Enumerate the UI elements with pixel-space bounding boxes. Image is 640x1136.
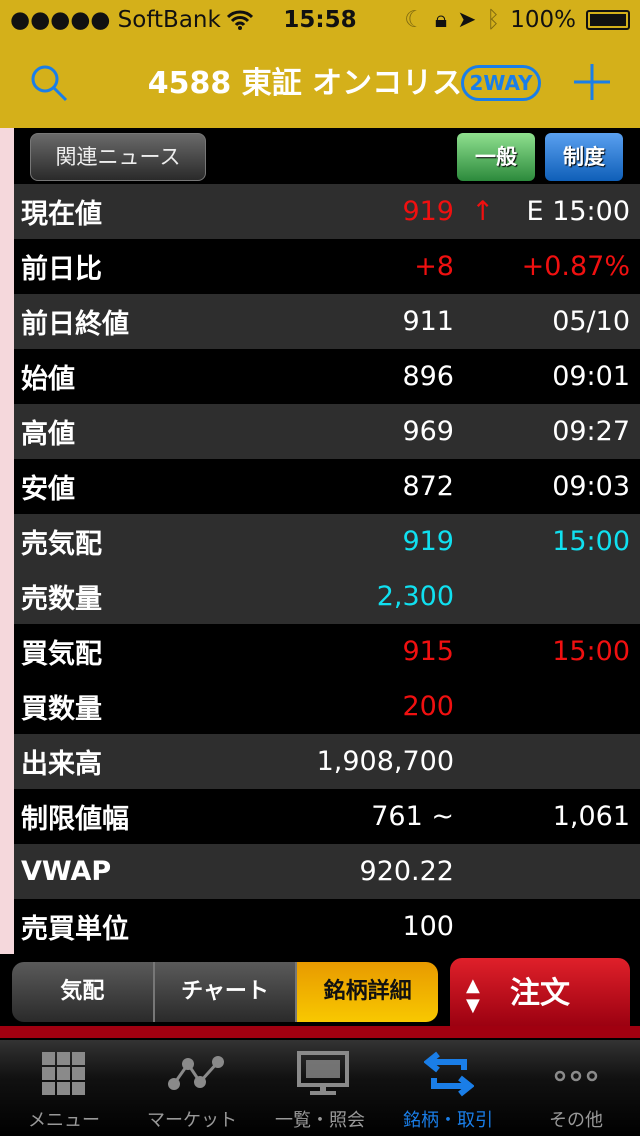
- table-row: 始値 896 09:01: [14, 349, 640, 404]
- row-time: 1,061: [552, 801, 630, 832]
- row-label: 売買単位: [21, 914, 129, 945]
- segment-chart[interactable]: チャート: [154, 962, 298, 1022]
- table-row: 安値 872 09:03: [14, 459, 640, 514]
- table-row: 現在値 919 ↑ E 15:00: [14, 184, 640, 239]
- table-row: 高値 969 09:27: [14, 404, 640, 459]
- row-time: 05/10: [552, 306, 630, 337]
- up-down-icon: ▲ ▼: [466, 975, 480, 1016]
- row-label: 買気配: [21, 639, 102, 670]
- tab-label: 銘柄・取引: [403, 1110, 493, 1131]
- tab-bar: メニュー マーケット 一覧・照会 銘柄・取引 その他: [0, 1040, 640, 1136]
- moon-icon: ☾: [404, 7, 425, 33]
- table-row: 買気配 915 15:00: [14, 624, 640, 679]
- battery-icon: [586, 10, 630, 30]
- table-row: 出来高 1,908,700: [14, 734, 640, 789]
- row-label: 売気配: [21, 529, 102, 560]
- table-row: 前日比 +8 +0.87%: [14, 239, 640, 294]
- tab-label: マーケット: [147, 1110, 237, 1131]
- table-row: 買数量 200: [14, 679, 640, 734]
- row-value: 896: [402, 361, 454, 392]
- tab-label: その他: [549, 1110, 603, 1131]
- table-row: 売買単位 100: [14, 899, 640, 954]
- up-arrow-icon: ↑: [471, 196, 494, 227]
- row-time: 09:27: [552, 416, 630, 447]
- quote-table: 現在値 919 ↑ E 15:00 前日比 +8 +0.87% 前日終値 911 0…: [14, 184, 640, 954]
- nav-bar: 4588 東証 オンコリス 2WAY: [0, 40, 640, 128]
- row-value: +8: [414, 251, 454, 282]
- grid-icon: [42, 1052, 85, 1095]
- row-label: 買数量: [21, 694, 102, 725]
- tab-list[interactable]: 一覧・照会: [256, 1040, 384, 1136]
- table-row: 前日終値 911 05/10: [14, 294, 640, 349]
- margin-button[interactable]: 制度: [545, 133, 623, 181]
- toolbar: 関連ニュース 一般 制度: [14, 128, 640, 184]
- row-label: 売数量: [21, 584, 102, 615]
- wifi-icon: [226, 10, 253, 30]
- row-value: 1,908,700: [316, 746, 454, 777]
- swap-icon: [424, 1051, 474, 1097]
- 2way-button[interactable]: 2WAY: [461, 65, 541, 101]
- row-label: 出来高: [21, 749, 102, 780]
- more-icon: [554, 1070, 598, 1082]
- row-time: +0.87%: [521, 251, 630, 282]
- order-button[interactable]: ▲ ▼ 注文: [450, 958, 630, 1028]
- segment-details[interactable]: 銘柄詳細: [297, 962, 438, 1022]
- table-row: 売気配 919 15:00: [14, 514, 640, 569]
- battery-percent: 100%: [510, 7, 576, 33]
- page-title: 4588 東証 オンコリス: [147, 66, 463, 101]
- tab-market[interactable]: マーケット: [128, 1040, 256, 1136]
- row-value: 2,300: [376, 581, 454, 612]
- row-value: 872: [402, 471, 454, 502]
- bluetooth-icon: ᛒ: [486, 7, 501, 33]
- location-icon: ➤: [457, 7, 477, 33]
- row-value: 919: [402, 196, 454, 227]
- row-label: VWAP: [21, 856, 112, 887]
- monitor-icon: [297, 1051, 349, 1095]
- row-time: 09:03: [552, 471, 630, 502]
- search-icon[interactable]: [28, 62, 72, 106]
- table-row: VWAP 920.22: [14, 844, 640, 899]
- row-value: 920.22: [359, 856, 454, 887]
- plus-icon[interactable]: [572, 62, 612, 102]
- row-value: 200: [402, 691, 454, 722]
- tab-menu[interactable]: メニュー: [0, 1040, 128, 1136]
- divider: [0, 1026, 640, 1038]
- row-label: 制限値幅: [21, 804, 129, 835]
- status-bar: ●●●●● SoftBank 15:58 ☾ 🔒︎ ➤ ᛒ 100%: [0, 0, 640, 40]
- side-strip: [0, 128, 14, 954]
- row-time: 15:00: [552, 526, 630, 557]
- carrier: ●●●●● SoftBank: [10, 7, 221, 33]
- row-time: 09:01: [552, 361, 630, 392]
- row-label: 現在値: [21, 199, 102, 230]
- rotation-lock-icon: 🔒︎: [434, 7, 448, 33]
- line-chart-icon: [168, 1056, 224, 1090]
- row-time: E 15:00: [526, 196, 630, 227]
- table-row: 制限値幅 761 ~ 1,061: [14, 789, 640, 844]
- row-value: 915: [402, 636, 454, 667]
- related-news-button[interactable]: 関連ニュース: [30, 133, 206, 181]
- row-value: 761 ~: [371, 801, 454, 832]
- tab-label: 一覧・照会: [275, 1110, 365, 1131]
- tab-trade[interactable]: 銘柄・取引: [384, 1040, 512, 1136]
- general-button[interactable]: 一般: [457, 133, 535, 181]
- row-label: 始値: [21, 364, 75, 395]
- table-row: 売数量 2,300: [14, 569, 640, 624]
- row-value: 911: [402, 306, 454, 337]
- row-label: 高値: [21, 419, 75, 450]
- row-value: 100: [402, 911, 454, 942]
- segment-control: 気配 チャート 銘柄詳細: [12, 962, 438, 1022]
- row-value: 919: [402, 526, 454, 557]
- tab-label: メニュー: [28, 1110, 100, 1131]
- order-label: 注文: [510, 976, 570, 1011]
- tab-more[interactable]: その他: [512, 1040, 640, 1136]
- row-label: 前日比: [21, 254, 102, 285]
- row-value: 969: [402, 416, 454, 447]
- segment-quote[interactable]: 気配: [12, 962, 155, 1022]
- row-time: 15:00: [552, 636, 630, 667]
- row-label: 安値: [21, 474, 75, 505]
- row-label: 前日終値: [21, 309, 129, 340]
